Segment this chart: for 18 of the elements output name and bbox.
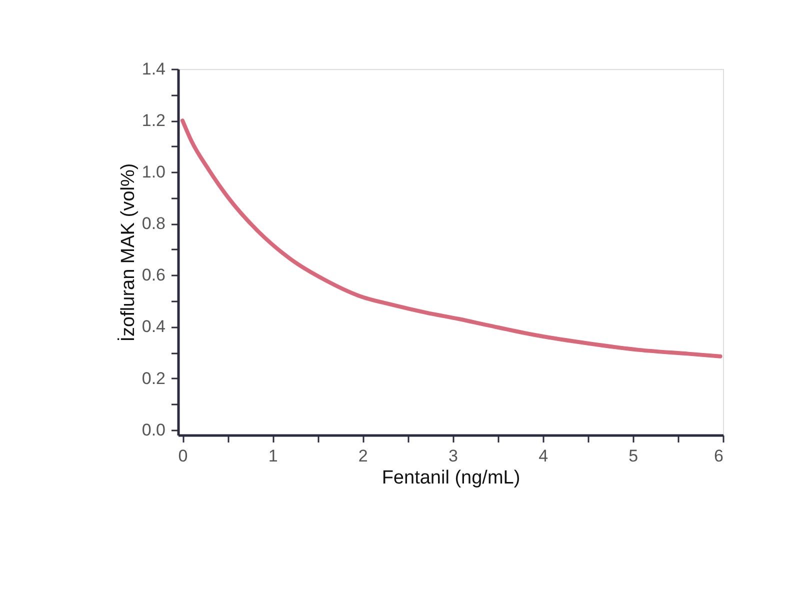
y-tick-label: 0.2 <box>142 368 166 388</box>
y-tick-label: 0.0 <box>142 420 166 440</box>
line-series <box>180 118 722 358</box>
x-axis-title: Fentanil (ng/mL) <box>382 468 520 488</box>
x-tick-label: 3 <box>448 446 458 466</box>
y-tick-label: 0.6 <box>142 266 166 285</box>
x-tick-label: 2 <box>358 446 368 466</box>
y-tick-label: 1.2 <box>142 111 166 130</box>
x-tick-label: 5 <box>628 446 638 466</box>
y-tick-label: 0.8 <box>142 214 166 234</box>
x-tick-label: 0 <box>178 446 188 466</box>
y-axis-title: İzofluran MAK (vol%) <box>116 163 139 342</box>
y-tick-label: 0.4 <box>142 317 166 336</box>
y-tick-label: 1.4 <box>142 60 166 78</box>
x-tick-label: 4 <box>538 446 548 466</box>
y-tick-label: 1.0 <box>142 162 166 182</box>
x-tick-label: 1 <box>268 446 278 466</box>
x-tick-label: 6 <box>714 446 724 466</box>
